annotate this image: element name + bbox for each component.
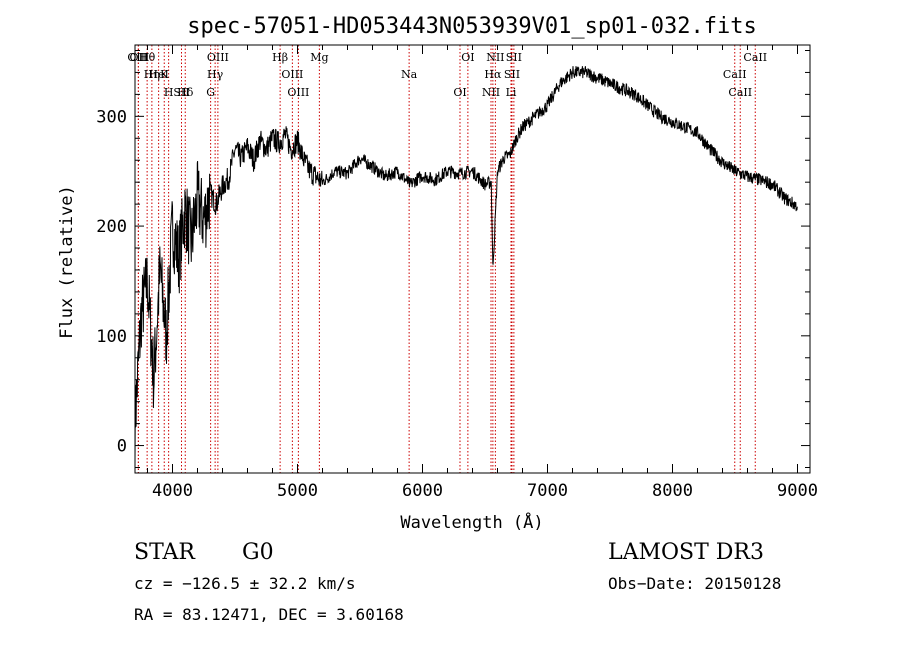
spectral-line-label: Na (401, 68, 418, 81)
x-tick-label: 8000 (652, 481, 693, 501)
x-tick-label: 5000 (277, 481, 318, 501)
spectral-line-label: Hα (484, 68, 502, 81)
axes: 4000 5000 6000 7000 8000 9000 0 100 200 300 (96, 44, 818, 501)
y-axis-label: Flux (relative) (57, 185, 77, 339)
observation-date: Obs−Date: 20150128 (608, 574, 781, 593)
y-tick-label: 200 (96, 217, 127, 237)
spectral-line-label: CaII (723, 68, 747, 81)
x-axis-label: Wavelength (Å) (400, 511, 543, 533)
spectral-line-label: Li (506, 86, 517, 99)
spectral-line-label: H (164, 86, 174, 99)
spectral-line-label: Hγ (207, 68, 224, 81)
object-class: STAR (134, 540, 196, 565)
spectrum-line (134, 66, 798, 463)
spectrum-series (134, 66, 798, 463)
spectral-line-label: Hβ (272, 51, 288, 64)
chart-title: spec-57051-HD053443N053939V01_sp01-032.f… (187, 14, 757, 39)
spectral-line-label: OIII (281, 68, 303, 81)
spectral-line-label: K (160, 68, 169, 81)
coordinates: RA = 83.12471, DEC = 3.60168 (134, 605, 404, 624)
spectral-line-label: OI (453, 86, 466, 99)
x-tick-label: 6000 (402, 481, 443, 501)
x-tick-label: 9000 (777, 481, 818, 501)
x-tick-label: 4000 (152, 481, 193, 501)
spectral-line-label: OIII (207, 51, 229, 64)
y-tick-label: 0 (117, 437, 127, 457)
spectral-line-label: SII (173, 86, 189, 99)
spectral-line-label: G (206, 86, 215, 99)
spectral-line-markers (137, 45, 756, 473)
plot-frame (134, 44, 811, 474)
spectral-line-label: CaII (743, 51, 767, 64)
spectral-line-label: OI (461, 51, 474, 64)
object-subclass: G0 (242, 540, 274, 565)
spectral-line-label: Hδ (177, 86, 194, 99)
spectral-line-label: SII (504, 68, 520, 81)
y-tick-label: 300 (96, 107, 127, 127)
spectral-line-label: NII (486, 51, 504, 64)
y-tick-label: 100 (96, 327, 127, 347)
spectral-line-label: OIII (127, 51, 149, 64)
spectral-line-label: CaII (728, 86, 752, 99)
spectral-line-label: NII (482, 86, 500, 99)
spectral-line-label: Hη (144, 68, 160, 81)
spectral-line-label: OIII (287, 86, 309, 99)
spectral-line-label: OII (130, 51, 148, 64)
spectral-line-label: Hθ (139, 51, 156, 64)
spectral-line-label: SII (506, 51, 522, 64)
x-tick-label: 7000 (527, 481, 568, 501)
spectral-line-label: HeI (148, 68, 168, 81)
spectral-line-label: Mg (310, 51, 328, 64)
survey-name: LAMOST DR3 (608, 540, 764, 565)
redshift-velocity: cz = −126.5 ± 32.2 km/s (134, 574, 356, 593)
